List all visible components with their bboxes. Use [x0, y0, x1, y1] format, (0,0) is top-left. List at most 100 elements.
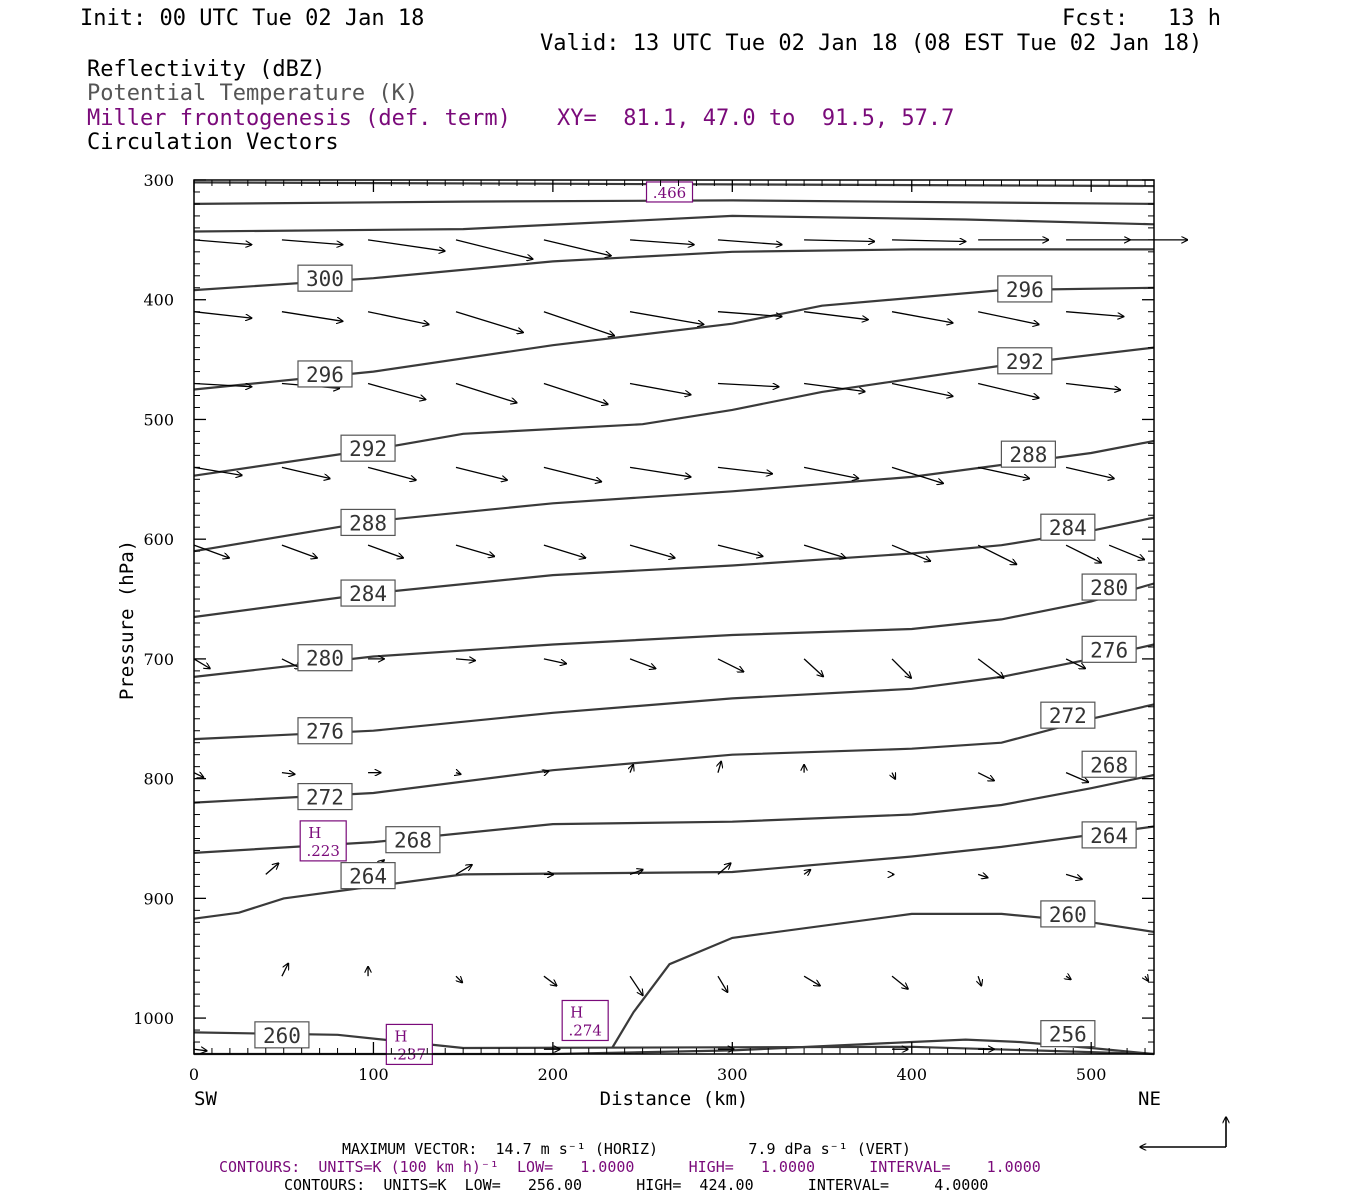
circulation-vector	[544, 771, 549, 773]
circulation-vector	[891, 311, 953, 323]
circulation-vector	[892, 773, 895, 779]
y-tick-label: 700	[143, 650, 174, 669]
contour-label-box	[297, 644, 353, 672]
circulation-vector	[455, 239, 533, 259]
circulation-vector	[803, 544, 846, 558]
cross-section-coords-label: XY= 81.1, 47.0 to 91.5, 57.7	[557, 106, 955, 131]
y-tick-label: 300	[143, 171, 174, 190]
frontogenesis-contour-note: CONTOURS: UNITS=K (100 km h)⁻¹ LOW= 1.00…	[219, 1158, 1041, 1176]
contour-label: 288	[349, 511, 387, 535]
circulation-vector	[717, 544, 763, 556]
contour-label: 264	[1090, 824, 1128, 848]
contour-label: 268	[1090, 753, 1128, 777]
frontogenesis-max-box	[299, 820, 347, 862]
circulation-vector	[629, 466, 691, 477]
contour-label-box	[297, 360, 353, 388]
contour-label-box	[385, 826, 441, 854]
field-theta-label: Potential Temperature (K)	[87, 81, 419, 106]
circulation-vector	[367, 466, 416, 480]
contour-label-box	[340, 434, 396, 462]
y-tick-label: 900	[143, 889, 174, 908]
contour-label: 276	[1090, 638, 1128, 662]
circulation-vector	[455, 659, 475, 661]
contour-label: 280	[1090, 576, 1128, 600]
isentrope-line	[193, 643, 1155, 741]
contour-label: 268	[394, 829, 432, 853]
circulation-vector	[455, 382, 517, 403]
circulation-vector	[629, 658, 656, 669]
contour-label-box	[1000, 440, 1056, 468]
contour-label: 292	[349, 437, 387, 461]
circulation-vector	[281, 239, 343, 245]
circulation-vector	[803, 975, 820, 986]
circulation-vector	[543, 311, 614, 336]
x-tick-label: 400	[896, 1065, 927, 1084]
contour-label-box	[1081, 821, 1137, 849]
isentrope-line	[193, 825, 1155, 920]
circulation-vector	[717, 658, 744, 672]
circulation-vector	[978, 311, 1039, 325]
circulation-vector	[892, 240, 966, 242]
circulation-vector	[543, 658, 566, 664]
circulation-vector	[367, 239, 445, 251]
contour-label-box	[1040, 513, 1096, 541]
circulation-vector	[804, 240, 874, 242]
contour-label-box	[297, 717, 353, 745]
contour-label: 300	[306, 267, 344, 291]
x-axis-title: Distance (km)	[600, 1088, 749, 1110]
circulation-vector	[891, 544, 930, 561]
field-frontogenesis-label: Miller frontogenesis (def. term)	[87, 106, 511, 131]
circulation-vector	[281, 466, 330, 478]
circulation-vector	[193, 382, 252, 387]
circulation-vector	[281, 963, 288, 977]
circulation-vector	[1108, 544, 1144, 559]
contour-label: 296	[1006, 278, 1044, 302]
circulation-vector	[717, 382, 779, 387]
x-tick-label: 0	[189, 1065, 199, 1084]
circulation-vector	[891, 658, 911, 678]
contour-label: 264	[349, 865, 387, 889]
circulation-vector	[717, 466, 772, 473]
circulation-vector	[193, 773, 204, 778]
circulation-vector	[629, 975, 643, 995]
x-tick-label: 200	[538, 1065, 569, 1084]
contour-label: 284	[1049, 516, 1087, 540]
contour-label-box	[1081, 635, 1137, 663]
isentrope-line	[193, 582, 1155, 678]
contour-label: 288	[1009, 443, 1047, 467]
field-reflectivity-label: Reflectivity (dBZ)	[87, 57, 326, 82]
circulation-vector	[543, 975, 557, 986]
frontogenesis-max-value: .274	[568, 1021, 601, 1039]
init-label: Init: 00 UTC Tue 02 Jan 18	[80, 6, 425, 31]
contour-label-box	[297, 782, 353, 811]
theta-contour-note: CONTOURS: UNITS=K LOW= 256.00 HIGH= 424.…	[284, 1176, 989, 1194]
circulation-vector	[193, 1049, 207, 1051]
x-right-end-label: NE	[1138, 1088, 1161, 1110]
circulation-vector	[1066, 311, 1124, 317]
contour-label: 280	[306, 647, 344, 671]
reference-vector-icon	[1140, 1117, 1226, 1147]
contour-label-box	[1081, 750, 1137, 778]
contour-label: 260	[1049, 903, 1087, 927]
circulation-vector	[367, 544, 403, 558]
frontogenesis-max-letter: H	[570, 1003, 583, 1021]
circulation-vector	[193, 658, 210, 669]
circulation-vector	[804, 870, 810, 875]
frontogenesis-max-box	[561, 999, 609, 1042]
circulation-vector	[630, 765, 633, 773]
x-left-end-label: SW	[194, 1088, 217, 1110]
contour-label-box	[1040, 701, 1096, 729]
plot-frame	[193, 179, 1155, 1055]
x-tick-label: 500	[1076, 1065, 1107, 1084]
circulation-vector	[977, 382, 1039, 398]
circulation-vector	[543, 544, 586, 558]
frontogenesis-max-letter: H	[308, 824, 321, 842]
isentrope-line	[193, 516, 1155, 619]
contour-label: 260	[263, 1024, 301, 1048]
circulation-vector	[803, 466, 858, 478]
circulation-vector	[977, 658, 1004, 678]
contour-label: 296	[306, 363, 344, 387]
circulation-vector	[629, 382, 691, 395]
contour-label-box	[1081, 573, 1137, 601]
